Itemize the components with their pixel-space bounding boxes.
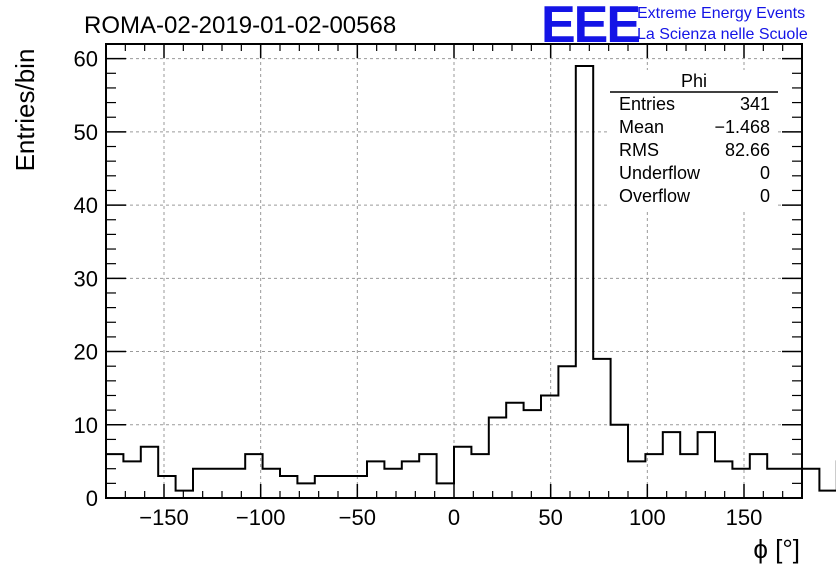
x-tick-label: −100	[236, 505, 286, 530]
histogram-bin	[489, 417, 506, 498]
histogram-bin	[158, 476, 175, 498]
y-axis-label: Entries/bin	[10, 49, 40, 172]
y-tick-label: 10	[74, 413, 98, 438]
x-tick-label: 150	[726, 505, 763, 530]
stats-title: Phi	[681, 71, 707, 91]
y-tick-label: 50	[74, 120, 98, 145]
histogram-bin	[524, 410, 541, 498]
histogram-bars	[106, 64, 836, 498]
histogram-bin	[819, 491, 836, 498]
histogram-bin	[663, 432, 680, 498]
stats-label: Mean	[619, 117, 664, 137]
eee-logo: EEE Extreme Energy Events La Scienza nel…	[541, 0, 808, 54]
histogram-bin	[558, 366, 575, 498]
histogram-bin	[228, 469, 245, 498]
stats-value: 0	[760, 186, 770, 206]
y-tick-label: 40	[74, 193, 98, 218]
histogram-bin	[454, 447, 471, 498]
histogram-outline	[106, 64, 836, 492]
histogram-bin	[297, 483, 314, 498]
x-tick-label: 0	[448, 505, 460, 530]
grid-lines	[106, 44, 802, 498]
stats-label: RMS	[619, 140, 659, 160]
histogram-bin	[750, 454, 767, 498]
histogram-bin	[471, 454, 488, 498]
logo-line1: Extreme Energy Events	[637, 5, 805, 22]
stats-value: 0	[760, 163, 770, 183]
stats-label: Overflow	[619, 186, 691, 206]
y-tick-label: 20	[74, 340, 98, 365]
histogram-bin	[628, 461, 645, 498]
histogram-bin	[193, 469, 210, 498]
histogram-bin	[419, 454, 436, 498]
chart-title: ROMA-02-2019-01-02-00568	[84, 12, 396, 39]
histogram-bin	[332, 476, 349, 498]
y-tick-label: 30	[74, 266, 98, 291]
histogram-bin	[732, 469, 749, 498]
x-tick-label: −150	[139, 505, 189, 530]
histogram-bin	[315, 476, 332, 498]
histogram-bin	[263, 469, 280, 498]
histogram-bin	[384, 469, 401, 498]
histogram-bin	[367, 461, 384, 498]
histogram-bin	[176, 491, 193, 498]
stats-label: Underflow	[619, 163, 701, 183]
axes	[105, 43, 803, 499]
histogram-bin	[402, 461, 419, 498]
histogram-bin	[576, 66, 593, 498]
histogram-bin	[698, 432, 715, 498]
stats-value: −1.468	[714, 117, 770, 137]
stats-label: Entries	[619, 94, 675, 114]
x-tick-label: 100	[629, 505, 666, 530]
histogram-bin	[611, 425, 628, 498]
histogram-bin	[123, 461, 140, 498]
x-axis-label: ϕ [°]	[753, 534, 800, 564]
histogram-bin	[506, 403, 523, 498]
histogram-bin	[593, 359, 610, 498]
stats-value: 82.66	[725, 140, 770, 160]
logo-line2: La Scienza nelle Scuole	[637, 26, 808, 43]
histogram-bin	[715, 461, 732, 498]
tick-labels: −150 −100 −50 0 50 100 150 0 10 20 30 40 50 60	[74, 47, 763, 530]
histogram-bin	[680, 454, 697, 498]
histogram-bin	[437, 483, 454, 498]
x-tick-label: −50	[339, 505, 376, 530]
stats-value: 341	[740, 94, 770, 114]
histogram-bin	[350, 476, 367, 498]
y-tick-label: 60	[74, 47, 98, 72]
x-tick-label: 50	[538, 505, 562, 530]
logo-mark: EEE	[541, 0, 639, 54]
histogram-bin	[541, 395, 558, 498]
histogram-bin	[767, 469, 784, 498]
y-tick-label: 0	[86, 486, 98, 511]
stats-box: Phi Entries 341 Mean −1.468 RMS 82.66 Underflo…	[610, 70, 778, 210]
histogram-bin	[141, 447, 158, 498]
histogram-bin	[210, 469, 227, 498]
histogram-bin	[106, 454, 123, 498]
histogram-bin	[280, 476, 297, 498]
histogram-bin	[802, 469, 819, 498]
